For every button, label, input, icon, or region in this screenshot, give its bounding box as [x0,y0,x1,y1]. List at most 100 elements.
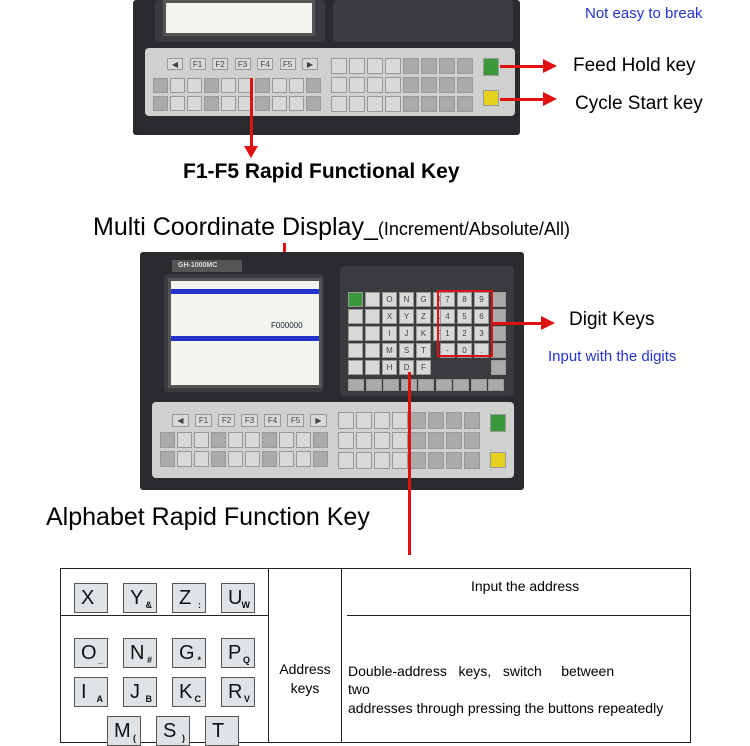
fkey-main[interactable]: F2 [218,414,235,427]
function-key[interactable] [245,451,260,467]
function-key[interactable] [255,96,270,111]
function-key[interactable] [245,432,260,448]
function-key[interactable] [279,432,294,448]
function-key[interactable] [170,78,185,93]
mode-key[interactable] [367,77,383,93]
digit-key[interactable]: 7 [440,292,455,307]
function-key[interactable] [204,78,219,93]
function-key[interactable] [272,96,287,111]
function-key[interactable] [194,432,209,448]
function-key[interactable] [313,451,328,467]
edit-key[interactable] [365,326,380,341]
letter-key[interactable]: T [416,343,431,358]
function-key[interactable] [296,432,311,448]
fkey-top[interactable]: F5 [279,58,296,70]
digit-key[interactable]: 3 [474,326,489,341]
digit-key[interactable]: - [440,343,455,358]
mode-key[interactable] [356,452,372,469]
function-key[interactable] [160,432,175,448]
mode-key[interactable] [385,77,401,93]
function-key[interactable] [306,96,321,111]
mode-key[interactable] [464,432,480,449]
fkey-main[interactable]: F1 [195,414,212,427]
mode-key[interactable] [338,412,354,429]
mode-key[interactable] [464,452,480,469]
function-key[interactable] [177,451,192,467]
page-key[interactable] [435,379,452,391]
mode-key[interactable] [385,96,401,112]
letter-key[interactable]: X [382,309,397,324]
letter-key[interactable]: G [416,292,431,307]
digit-key[interactable]: . [474,343,489,358]
mode-key[interactable] [421,96,437,112]
edit-key[interactable] [491,360,506,375]
letter-key[interactable]: H [382,360,397,375]
mode-key[interactable] [349,96,365,112]
edit-key[interactable] [491,292,506,307]
page-key[interactable] [470,379,487,391]
mode-key[interactable] [374,412,390,429]
page-key[interactable] [348,379,364,391]
mode-key[interactable] [421,58,437,74]
function-key[interactable] [187,78,202,93]
edit-key[interactable] [365,360,380,375]
function-key[interactable] [262,451,277,467]
function-key[interactable] [187,96,202,111]
function-key[interactable] [160,451,175,467]
fkey-top[interactable]: F4 [257,58,273,70]
edit-key[interactable] [348,309,363,324]
edit-key[interactable] [348,326,363,341]
mode-key[interactable] [374,452,390,469]
mode-key[interactable] [385,58,401,74]
mode-key[interactable] [331,77,347,93]
letter-key[interactable]: F [416,360,431,375]
page-key[interactable] [488,379,504,391]
mode-key[interactable] [410,412,426,429]
function-key[interactable] [306,78,321,93]
letter-key[interactable]: N [399,292,414,307]
edit-key[interactable] [348,360,363,375]
letter-key[interactable]: Y [399,309,414,324]
letter-key[interactable]: K [416,326,431,341]
function-key[interactable] [296,451,311,467]
mode-key[interactable] [367,96,383,112]
mode-key[interactable] [403,96,419,112]
fkey-top[interactable]: ◀ [167,58,183,70]
mode-key[interactable] [349,58,365,74]
cycle-start-button[interactable] [483,90,499,106]
function-key[interactable] [313,432,328,448]
mode-key[interactable] [428,432,444,449]
function-key[interactable] [221,78,236,93]
edit-key[interactable] [491,326,506,341]
fkey-main[interactable]: F5 [287,414,304,427]
digit-key[interactable]: 9 [474,292,489,307]
fkey-top[interactable]: F3 [234,58,251,70]
mode-key[interactable] [356,432,372,449]
letter-key[interactable]: O [382,292,397,307]
mode-key[interactable] [439,58,455,74]
edit-key[interactable] [348,292,363,307]
edit-key[interactable] [348,343,363,358]
mode-key[interactable] [421,77,437,93]
function-key[interactable] [153,78,168,93]
letter-key[interactable]: S [399,343,414,358]
edit-key[interactable] [365,292,380,307]
mode-key[interactable] [439,77,455,93]
function-key[interactable] [279,451,294,467]
fkey-top[interactable]: ▶ [302,58,318,70]
feed-hold-button[interactable] [483,58,499,76]
function-key[interactable] [221,96,236,111]
fkey-main[interactable]: ▶ [310,414,327,427]
mode-key[interactable] [374,432,390,449]
function-key[interactable] [255,78,270,93]
letter-key[interactable]: M [382,343,397,358]
mode-key[interactable] [464,412,480,429]
function-key[interactable] [289,96,304,111]
function-key[interactable] [204,96,219,111]
digit-key[interactable]: 6 [474,309,489,324]
digit-key[interactable]: 1 [440,326,455,341]
edit-key[interactable] [365,343,380,358]
function-key[interactable] [194,451,209,467]
mode-key[interactable] [338,432,354,449]
mode-key[interactable] [331,58,347,74]
